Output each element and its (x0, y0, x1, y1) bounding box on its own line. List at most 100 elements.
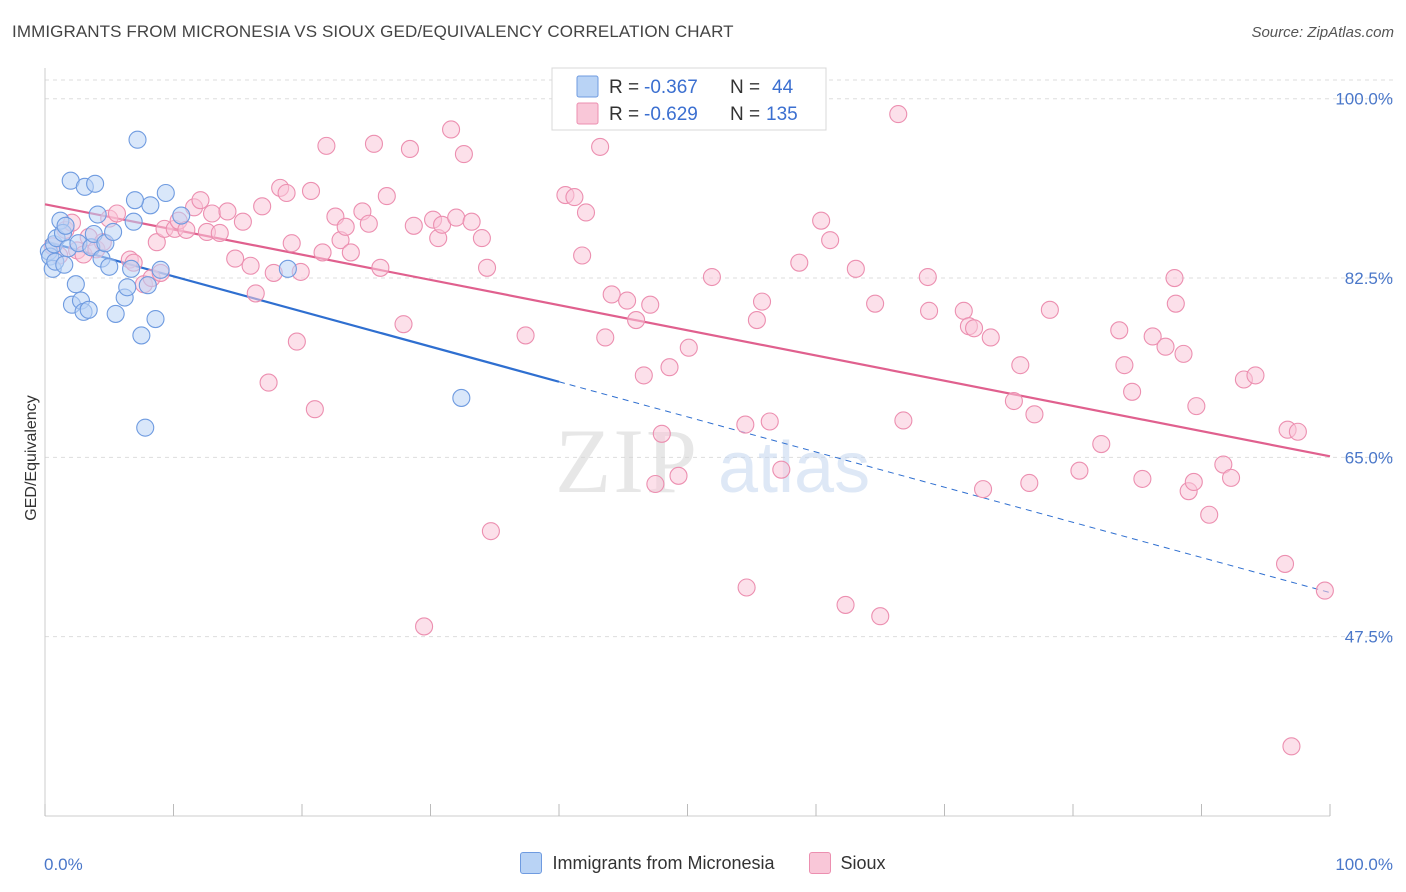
point-sioux-75 (627, 311, 646, 330)
point-sioux-35 (277, 183, 296, 203)
legend-n-label-sioux: N = (730, 104, 760, 125)
legend-r-value-micronesia: -0.367 (644, 77, 698, 98)
point-micronesia-42 (452, 388, 471, 407)
point-sioux-10 (107, 204, 127, 223)
series-swatch-micronesia (520, 852, 543, 874)
y-tick-label-1: 65.0% (1345, 448, 1393, 467)
point-micronesia-41 (278, 259, 297, 278)
point-sioux-36 (282, 234, 301, 253)
point-sioux-70 (576, 203, 596, 222)
point-micronesia-43 (124, 212, 143, 231)
legend-r-label-sioux: R = (609, 104, 639, 125)
point-sioux-116 (1133, 469, 1152, 488)
point-sioux-74 (618, 291, 637, 310)
point-sioux-87 (752, 292, 772, 311)
point-sioux-108 (1020, 473, 1039, 493)
point-sioux-82 (679, 338, 698, 357)
point-sioux-86 (747, 311, 766, 330)
point-sioux-91 (812, 211, 831, 230)
point-sioux-98 (894, 411, 913, 430)
point-sioux-76 (634, 366, 653, 385)
y-tick-label-0: 47.5% (1345, 628, 1393, 647)
chart-source: Source: ZipAtlas.com (1251, 24, 1394, 41)
point-sioux-117 (1143, 327, 1162, 346)
point-sioux-90 (790, 253, 809, 272)
point-sioux-93 (836, 595, 855, 614)
point-sioux-109 (1025, 405, 1044, 424)
point-sioux-68 (565, 188, 584, 207)
point-sioux-71 (591, 137, 610, 156)
point-sioux-69 (573, 246, 592, 265)
point-sioux-62 (462, 212, 481, 231)
point-sioux-24 (203, 204, 222, 223)
trend-line-micronesia-extrapolated (558, 381, 1331, 594)
point-sioux-127 (1222, 468, 1241, 487)
axes (44, 68, 1331, 817)
series-label-sioux: Sioux (840, 852, 886, 873)
point-sioux-119 (1165, 269, 1184, 288)
point-sioux-126 (1214, 455, 1233, 474)
grid-lines (45, 79, 1395, 638)
point-micronesia-27 (106, 304, 125, 323)
point-sioux-73 (602, 285, 621, 304)
point-sioux-79 (652, 424, 671, 443)
point-sioux-111 (1070, 461, 1089, 480)
point-sioux-49 (364, 134, 384, 153)
point-micronesia-10 (55, 255, 74, 274)
point-sioux-46 (341, 243, 360, 262)
point-sioux-80 (660, 358, 679, 377)
point-sioux-114 (1115, 356, 1134, 375)
point-sioux-28 (233, 212, 252, 231)
point-micronesia-37 (151, 260, 170, 279)
data-points (39, 105, 1334, 756)
point-sioux-92 (821, 231, 840, 250)
point-sioux-63 (472, 229, 491, 248)
point-sioux-15 (147, 233, 166, 252)
series-legend-item-micronesia: Immigrants from Micronesia (520, 852, 775, 874)
point-sioux-103 (965, 319, 984, 338)
legend-r-value-sioux: -0.629 (644, 104, 698, 125)
point-sioux-84 (736, 415, 755, 434)
point-sioux-101 (954, 301, 973, 320)
point-micronesia-38 (156, 183, 175, 203)
point-sioux-112 (1092, 434, 1111, 454)
point-sioux-104 (973, 480, 993, 499)
watermark-zip: ZIP (555, 410, 699, 512)
point-sioux-118 (1156, 337, 1175, 356)
point-sioux-81 (669, 466, 688, 485)
point-sioux-48 (359, 214, 378, 233)
point-micronesia-21 (86, 174, 105, 193)
point-sioux-120 (1166, 294, 1185, 313)
point-sioux-113 (1110, 321, 1129, 340)
x-tick-label-0: 0.0% (44, 855, 83, 874)
point-sioux-83 (702, 267, 721, 287)
point-sioux-54 (404, 216, 423, 235)
point-sioux-123 (1184, 472, 1203, 492)
point-micronesia-39 (172, 206, 191, 225)
correlation-legend: R = -0.367 N = 44 R = -0.629 N = 135 (551, 67, 827, 131)
point-sioux-132 (1282, 737, 1301, 756)
point-sioux-37 (287, 332, 306, 351)
tick-labels: 47.5% 65.0% 82.5% 100.0% 0.0% 100.0% (44, 90, 1393, 874)
series-swatch-sioux (808, 852, 831, 874)
point-sioux-25 (210, 223, 229, 243)
point-sioux-27 (226, 249, 245, 268)
point-sioux-129 (1246, 366, 1265, 385)
zipatlas-watermark: ZIP atlas (555, 410, 870, 512)
point-micronesia-34 (138, 276, 157, 295)
point-sioux-50 (371, 258, 390, 277)
point-sioux-89 (772, 460, 791, 479)
point-sioux-124 (1187, 397, 1206, 416)
series-legend: Immigrants from Micronesia Sioux (0, 852, 1406, 874)
point-sioux-78 (646, 474, 665, 494)
point-sioux-41 (313, 243, 332, 262)
point-sioux-30 (246, 284, 265, 303)
point-sioux-85 (737, 578, 756, 597)
series-legend-item-sioux: Sioux (808, 852, 886, 874)
point-micronesia-31 (128, 130, 147, 149)
legend-swatch-sioux (576, 102, 599, 125)
watermark-atlas: atlas (718, 428, 870, 508)
point-sioux-58 (433, 215, 452, 234)
series-label-micronesia: Immigrants from Micronesia (552, 852, 775, 873)
